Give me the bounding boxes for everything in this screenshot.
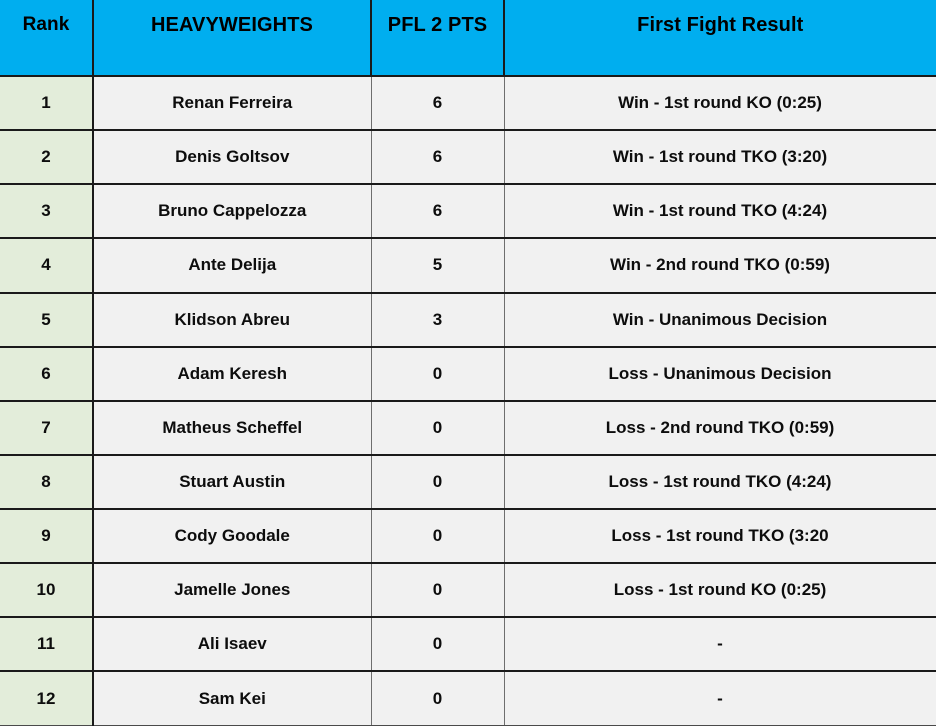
column-header-first-fight-result[interactable]: First Fight Result [504,0,936,77]
cell-fighter-name: Klidson Abreu [93,292,372,348]
cell-rank: 5 [0,292,94,348]
column-header-points[interactable]: PFL 2 PTS [371,0,505,77]
table-row: 8 Stuart Austin 0 Loss - 1st round TKO (4:2… [0,454,936,511]
cell-rank: 12 [0,671,94,726]
cell-points: 6 [371,76,505,132]
cell-fighter-name: Stuart Austin [93,454,372,511]
table-row: 1 Renan Ferreira 6 Win - 1st round KO (0:25… [0,76,936,132]
table-row: 5 Klidson Abreu 3 Win - Unanimous Decision [0,292,936,348]
cell-rank: 9 [0,509,94,565]
column-header-heavyweights[interactable]: HEAVYWEIGHTS [93,0,372,77]
cell-first-fight-result: Loss - 1st round TKO (4:24) [504,454,936,511]
cell-rank: 2 [0,130,94,186]
cell-fighter-name: Adam Keresh [93,346,372,402]
cell-points: 3 [371,292,505,348]
cell-points: 0 [371,617,505,673]
header-row: Rank HEAVYWEIGHTS PFL 2 PTS First Fight … [0,0,936,77]
cell-points: 6 [371,184,505,240]
cell-fighter-name: Matheus Scheffel [93,400,372,456]
table-row: 12 Sam Kei 0- [0,671,936,726]
cell-first-fight-result: - [504,617,936,673]
table-row: 9 Cody Goodale 0 Loss - 1st round TKO (3:20 [0,509,936,565]
table-body: 1 Renan Ferreira 6 Win - 1st round KO (0:25… [0,76,936,726]
cell-rank: 4 [0,238,94,294]
cell-first-fight-result: Loss - 1st round TKO (3:20 [504,509,936,565]
cell-fighter-name: Cody Goodale [93,509,372,565]
cell-fighter-name: Jamelle Jones [93,563,372,619]
cell-rank: 3 [0,184,94,240]
cell-fighter-name: Ali Isaev [93,617,372,673]
table-row: 4 Ante Delija 5 Win - 2nd round TKO (0:59) [0,238,936,294]
cell-first-fight-result: Loss - 1st round KO (0:25) [504,563,936,619]
cell-fighter-name: Denis Goltsov [93,130,372,186]
cell-fighter-name: Renan Ferreira [93,76,372,132]
cell-points: 6 [371,130,505,186]
cell-first-fight-result: Loss - Unanimous Decision [504,346,936,402]
cell-rank: 10 [0,563,94,619]
cell-rank: 11 [0,617,94,673]
cell-rank: 6 [0,346,94,402]
cell-first-fight-result: Win - 1st round KO (0:25) [504,76,936,132]
cell-points: 0 [371,454,505,511]
cell-fighter-name: Bruno Cappelozza [93,184,372,240]
cell-points: 0 [371,346,505,402]
cell-points: 0 [371,400,505,456]
table-row: 6 Adam Keresh 0 Loss - Unanimous Decision [0,346,936,402]
cell-fighter-name: Ante Delija [93,238,372,294]
cell-first-fight-result: Loss - 2nd round TKO (0:59) [504,400,936,456]
cell-rank: 1 [0,76,94,132]
cell-first-fight-result: - [504,671,936,726]
cell-first-fight-result: Win - Unanimous Decision [504,292,936,348]
cell-first-fight-result: Win - 2nd round TKO (0:59) [504,238,936,294]
table-header: Rank HEAVYWEIGHTS PFL 2 PTS First Fight … [0,0,936,77]
table-row: 7 Matheus Scheffel 0 Loss - 2nd round TKO (… [0,400,936,456]
table-row: 2 Denis Goltsov 6 Win - 1st round TKO (3:20… [0,130,936,186]
table-row: 10 Jamelle Jones 0 Loss - 1st round KO (0:2… [0,563,936,619]
cell-rank: 8 [0,454,94,511]
cell-points: 0 [371,671,505,726]
column-header-rank[interactable]: Rank [0,0,94,77]
table-row: 11 Ali Isaev 0- [0,617,936,673]
cell-points: 0 [371,509,505,565]
cell-points: 5 [371,238,505,294]
table-row: 3 Bruno Cappelozza 6 Win - 1st round TKO (4… [0,184,936,240]
cell-points: 0 [371,563,505,619]
cell-first-fight-result: Win - 1st round TKO (3:20) [504,130,936,186]
cell-first-fight-result: Win - 1st round TKO (4:24) [504,184,936,240]
cell-rank: 7 [0,400,94,456]
cell-fighter-name: Sam Kei [93,671,372,726]
